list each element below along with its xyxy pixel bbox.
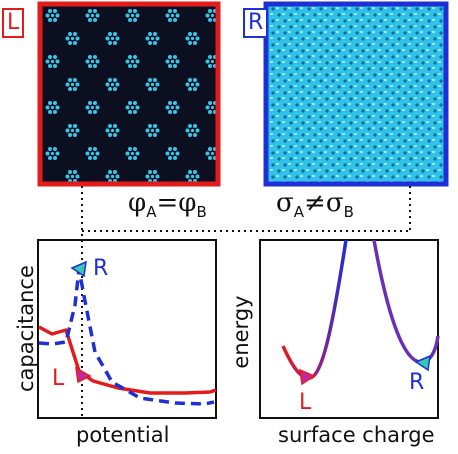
- marker-R-energy: [414, 354, 431, 372]
- energy-plot-frame: [259, 239, 439, 419]
- potential-axis-label: potential: [76, 423, 170, 447]
- panel-tag-L: L: [2, 8, 25, 38]
- marker-R-capacitance: [70, 260, 87, 278]
- point-label-R-energy: R: [409, 370, 425, 395]
- marker-L-capacitance: [75, 366, 92, 384]
- equation-sigma: σA≠σB: [276, 188, 354, 222]
- sigma-symbol-a: σ: [276, 188, 294, 218]
- snapshot-right-image: [263, 1, 449, 187]
- phi-subscript-a: A: [146, 203, 157, 222]
- capacitance-plot-frame: [37, 239, 217, 419]
- sigma-subscript-b: B: [343, 203, 354, 222]
- snapshot-right: [263, 1, 449, 187]
- phi-symbol-a: φ: [128, 188, 147, 218]
- point-label-R-capacitance: R: [93, 256, 109, 281]
- point-label-L-capacitance: L: [52, 366, 65, 391]
- phi-subscript-b: B: [196, 203, 207, 222]
- sigma-subscript-a: A: [293, 203, 305, 222]
- snapshot-left-image: [37, 1, 221, 187]
- surface-charge-axis-label: surface charge: [278, 423, 435, 447]
- capacitance-axis-label: capacitance: [14, 265, 38, 392]
- capacitance-curve-L: [38, 325, 217, 395]
- point-label-L-energy: L: [299, 390, 312, 415]
- capacitance-curve-R: [38, 267, 215, 406]
- energy-curve-right-well: [372, 239, 440, 364]
- panel-tag-R: R: [243, 8, 269, 38]
- marker-L-energy: [299, 368, 316, 386]
- energy-axis-label: energy: [229, 295, 253, 369]
- equals-sign: =: [156, 188, 179, 218]
- not-equals-sign: ≠: [304, 188, 326, 218]
- snapshot-left: [37, 1, 221, 187]
- sigma-symbol-b: σ: [325, 188, 344, 218]
- phi-symbol-b: φ: [178, 188, 197, 218]
- equation-phi: φA=φB: [128, 188, 207, 222]
- energy-curve-left-well: [281, 239, 348, 380]
